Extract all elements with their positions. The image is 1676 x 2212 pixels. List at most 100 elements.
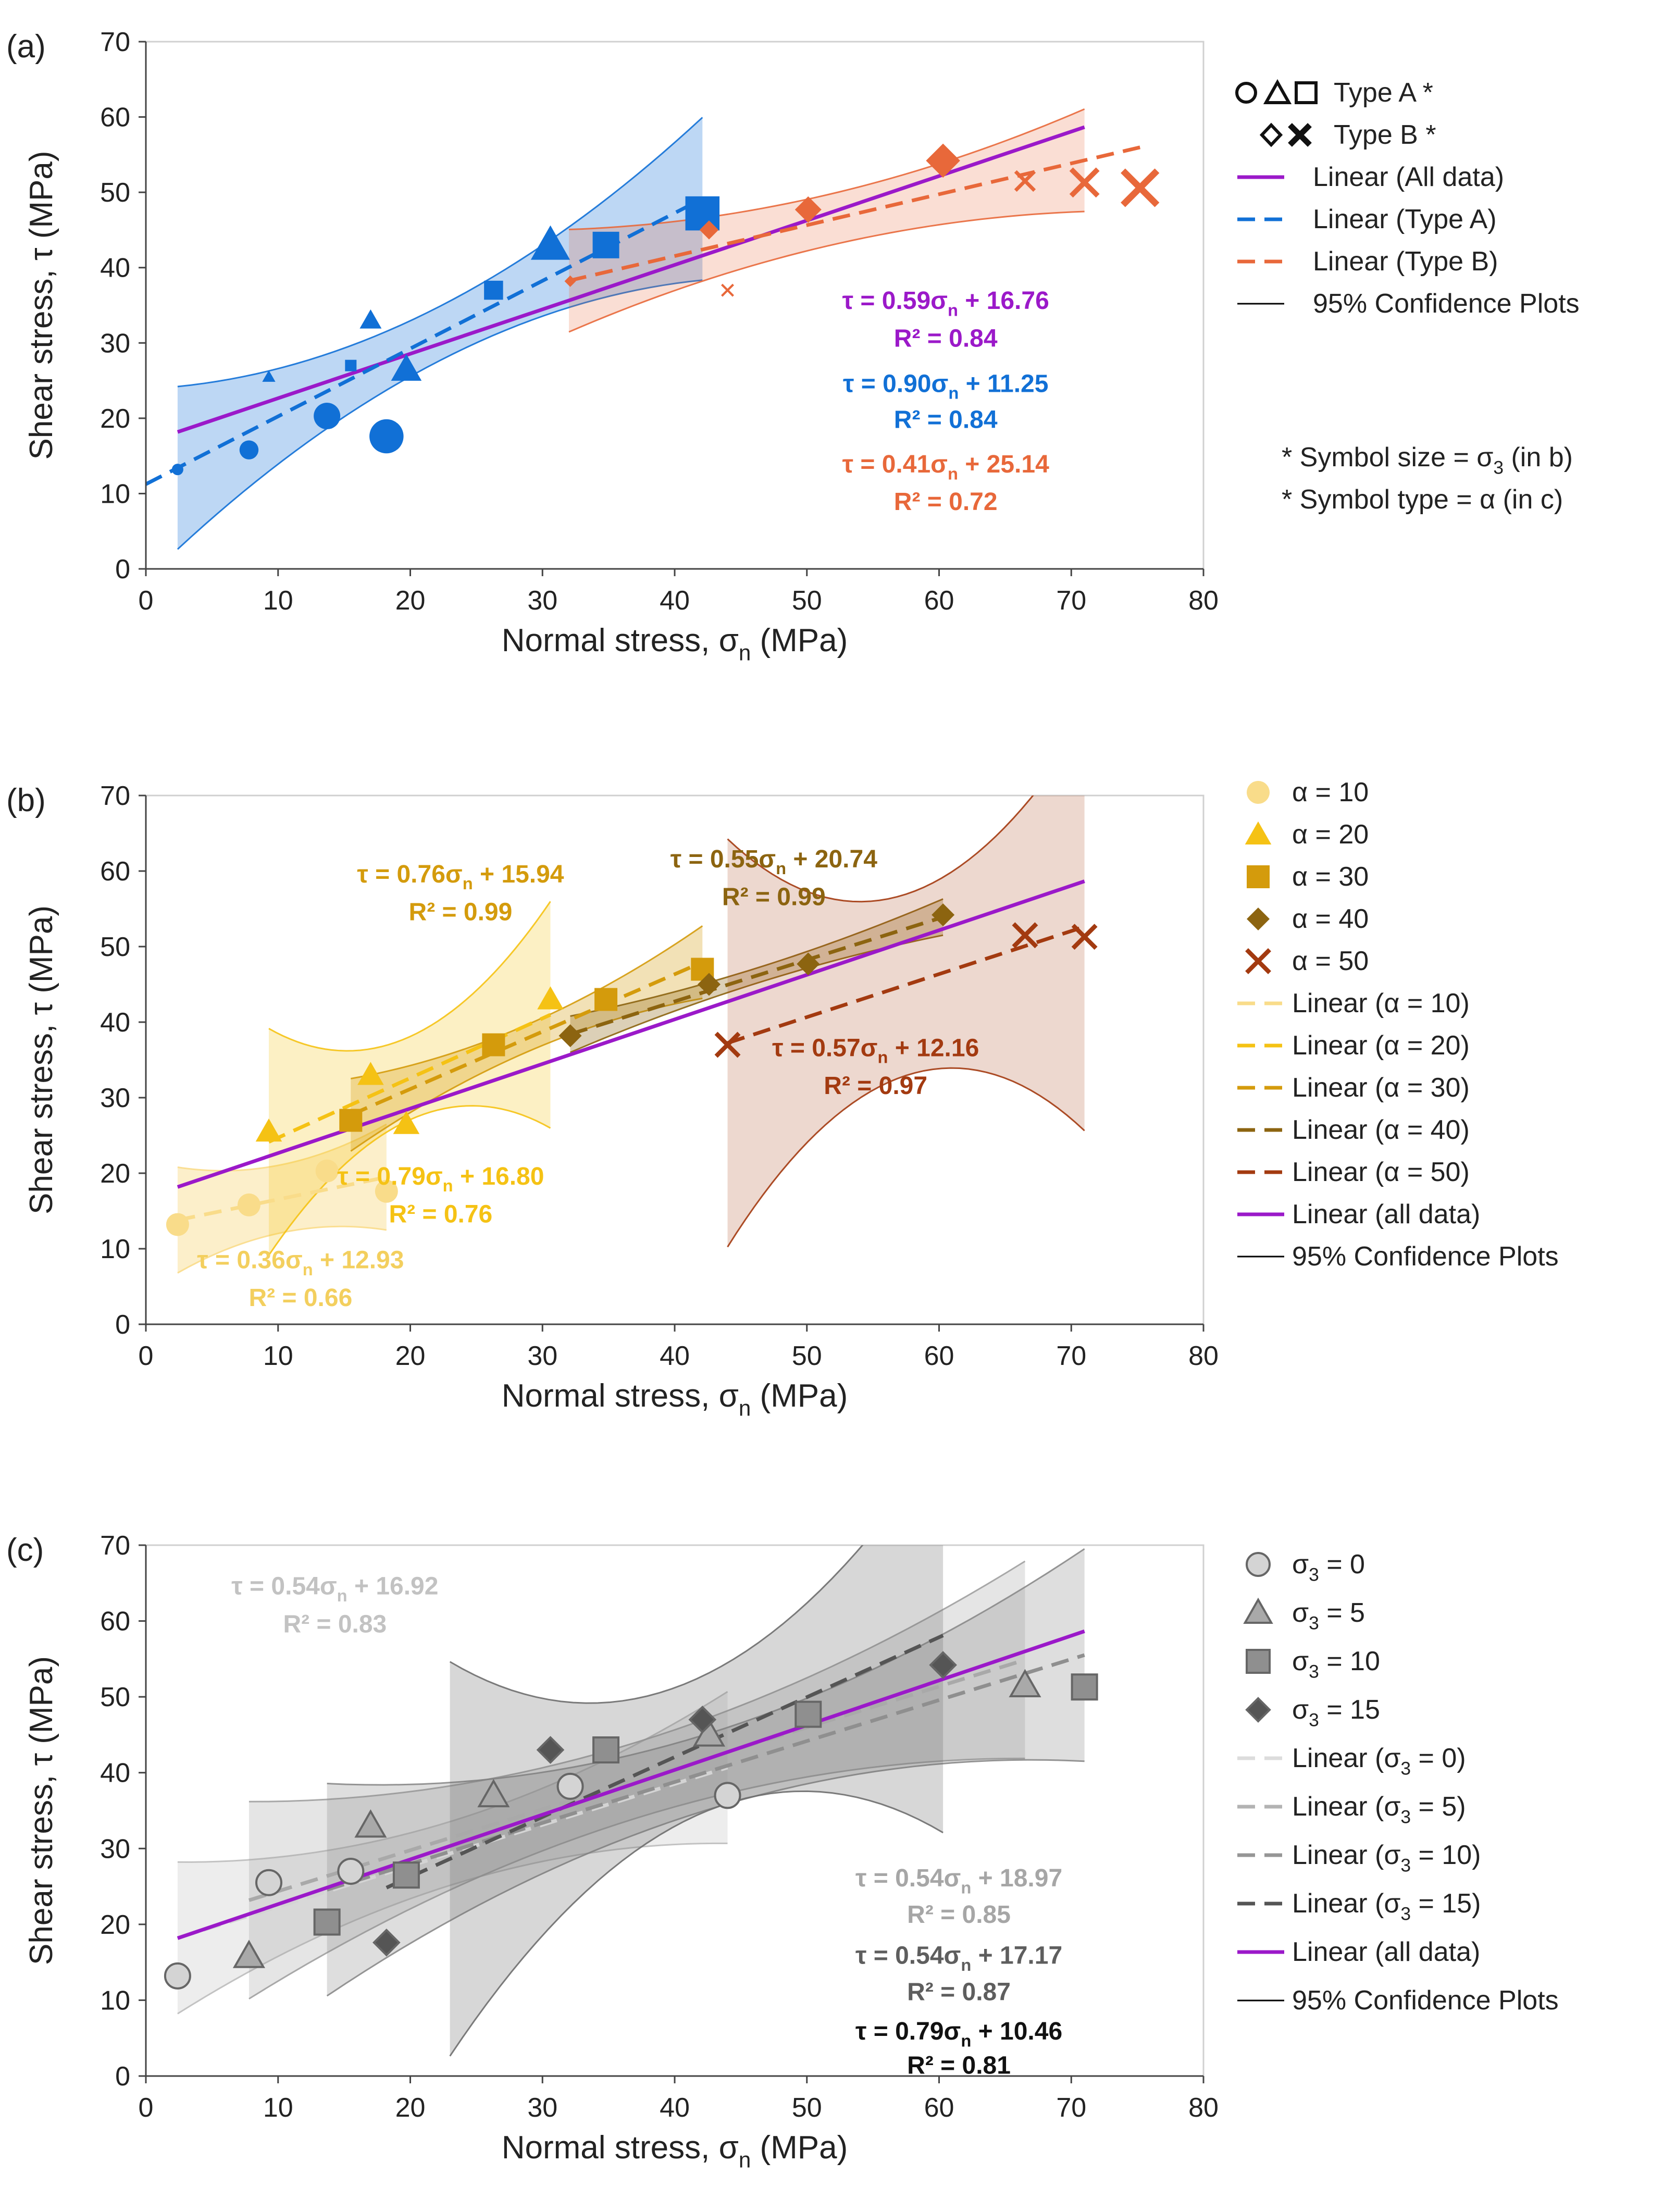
confidence-upper-1 — [177, 1691, 728, 1863]
confidence-band-2 — [249, 1561, 1025, 1999]
legend-label: Linear (α = 40) — [1292, 1115, 1470, 1145]
legend-label: Type B * — [1334, 120, 1436, 150]
data-point-1-4 — [556, 1772, 584, 1800]
x-tick-label: 60 — [924, 2093, 954, 2123]
data-point-1-3 — [337, 1857, 365, 1885]
x-tick-label: 60 — [924, 586, 954, 616]
legend-square-icon — [1246, 1649, 1271, 1674]
equation-annotation-4: R² = 0.84 — [894, 406, 998, 434]
data-point-2-3 — [477, 1779, 510, 1808]
confidence-band-4 — [450, 1545, 943, 2056]
y-tick-label: 10 — [100, 1234, 130, 1264]
symbol-note: * Symbol size = σ3​ (in b) — [1282, 442, 1573, 478]
x-axis-title: Normal stress, σn​ (MPa) — [502, 1378, 848, 1420]
fit-line-1 — [177, 1175, 387, 1222]
data-point-4-4 — [929, 1651, 957, 1679]
confidence-upper-2 — [268, 901, 551, 1052]
confidence-lower-5 — [727, 1067, 1085, 1248]
legend-label: Linear (σ3​ = 10) — [1292, 1840, 1481, 1876]
data-point-4-3 — [794, 196, 822, 223]
confidence-lower-1 — [177, 279, 703, 550]
data-point-2-1 — [255, 1118, 282, 1142]
legend: σ3​ = 0 σ3​ = 5 σ3​ = 10 σ3​ = 15 Linear (σ3… — [1237, 1549, 1559, 2016]
legend-cross-icon — [1288, 123, 1312, 147]
data-point-1-2 — [237, 1193, 260, 1216]
chart-panel-1: (a) 0 10 20 30 40 50 60 70 80 0 10 20 30 40 50 60 70 Norma… — [6, 27, 1580, 665]
equation-annotation-7: τ = 0.79σn​ + 10.46 — [855, 2018, 1062, 2050]
equation-annotation-2: R² = 0.83 — [283, 1610, 387, 1638]
chart-panel-2: (b) 0 10 20 30 40 50 60 70 80 0 10 20 30 40 50 60 70 Norma… — [6, 777, 1559, 1420]
equation-annotation-6: R² = 0.97 — [824, 1072, 927, 1100]
data-point-3-2 — [484, 280, 503, 300]
equation-annotation-3: τ = 0.90σn​ + 11.25 — [843, 370, 1049, 402]
legend-label: Linear (All data) — [1313, 162, 1504, 192]
x-tick-label: 0 — [139, 2093, 154, 2123]
confidence-lower-1 — [177, 1225, 387, 1274]
data-point-2-3 — [393, 1111, 420, 1134]
data-point-1-1 — [171, 464, 183, 476]
x-axis-title: Normal stress, σn​ (MPa) — [502, 623, 848, 665]
confidence-band-5 — [727, 796, 1085, 1247]
data-point-4-1 — [564, 275, 576, 287]
y-tick-label: 70 — [100, 1531, 130, 1561]
legend-label: α = 10 — [1292, 777, 1369, 807]
data-point-4-2 — [697, 973, 721, 996]
confidence-band-2 — [268, 901, 551, 1256]
data-point-1-5 — [714, 1782, 741, 1809]
x-tick-label: 40 — [660, 586, 690, 616]
legend-circle-icon — [1247, 781, 1270, 804]
y-tick-label: 40 — [100, 1758, 130, 1788]
legend-label: α = 50 — [1292, 946, 1369, 976]
legend-triangle-icon — [1243, 1597, 1273, 1624]
equation-annotation-3: τ = 0.54σn​ + 18.97 — [855, 1865, 1062, 1897]
confidence-lower-3 — [350, 998, 703, 1152]
plot-area — [164, 1545, 1098, 2057]
x-tick-label: 70 — [1056, 1341, 1086, 1371]
data-point-5-3 — [1071, 924, 1098, 950]
data-point-3-3 — [594, 988, 618, 1011]
x-tick-label: 80 — [1188, 586, 1219, 616]
data-point-5-3 — [1069, 167, 1100, 198]
y-tick-label: 50 — [100, 1682, 130, 1712]
data-point-2-3 — [391, 354, 422, 381]
y-axis-title: Shear stress, τ (MPa) — [23, 151, 59, 460]
equation-annotation-1: τ = 0.76σn​ + 15.94 — [357, 861, 564, 893]
legend-label: Linear (Type B) — [1313, 246, 1498, 277]
legend-diamond-icon — [1259, 122, 1283, 147]
data-point-5-1 — [714, 1032, 741, 1058]
confidence-upper-1 — [177, 117, 703, 388]
legend-diamond-icon — [1245, 1697, 1271, 1723]
plot-area — [146, 108, 1160, 550]
legend-diamond-icon — [1247, 908, 1270, 930]
x-tick-label: 30 — [527, 2093, 557, 2123]
x-tick-label: 50 — [792, 586, 822, 616]
legend-label: Linear (σ3​ = 0) — [1292, 1743, 1466, 1779]
y-tick-label: 70 — [100, 781, 130, 811]
equation-annotation-4: R² = 0.99 — [722, 883, 826, 911]
data-point-4-4 — [926, 143, 960, 178]
confidence-upper-4 — [449, 1545, 864, 1704]
x-tick-label: 0 — [139, 586, 154, 616]
confidence-lower-3 — [326, 1759, 1085, 1997]
data-point-1-3 — [315, 1159, 339, 1183]
x-tick-label: 20 — [395, 2093, 426, 2123]
confidence-lower-4 — [449, 1790, 943, 2057]
equation-annotation-5: τ = 0.41σn​ + 25.14 — [842, 451, 1049, 483]
legend-label: Linear (α = 30) — [1292, 1073, 1470, 1103]
legend-label: 95% Confidence Plots — [1292, 1985, 1559, 2016]
data-point-3-1 — [345, 359, 357, 371]
panel-label: (a) — [6, 29, 46, 65]
legend-label: Linear (all data) — [1292, 1199, 1480, 1229]
legend-label: σ3​ = 15 — [1292, 1695, 1380, 1731]
data-point-1-1 — [164, 1962, 191, 1990]
confidence-lower-2 — [249, 1757, 1025, 2000]
data-point-2-4 — [537, 986, 564, 1010]
y-tick-label: 0 — [115, 2061, 130, 2092]
legend-cross-icon — [1245, 948, 1271, 974]
data-point-1-4 — [375, 1179, 398, 1203]
y-tick-label: 40 — [100, 253, 130, 283]
equation-annotation-3: τ = 0.55σn​ + 20.74 — [671, 846, 877, 878]
confidence-upper-1 — [177, 1123, 387, 1172]
equation-annotation-2: R² = 0.84 — [894, 325, 998, 353]
x-tick-label: 70 — [1056, 2093, 1086, 2123]
